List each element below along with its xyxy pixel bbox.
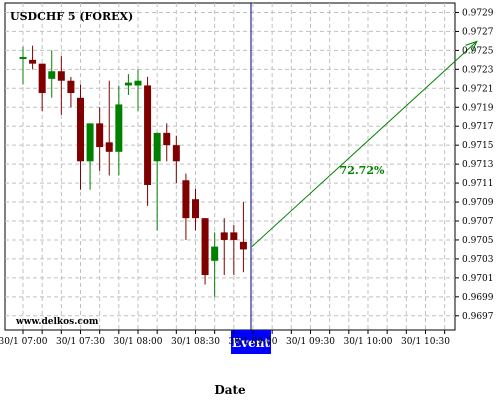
grid-lines bbox=[4, 2, 456, 331]
y-tick-label: 0.9697 bbox=[462, 312, 494, 322]
candle-body bbox=[115, 104, 123, 152]
candle-body bbox=[220, 232, 228, 240]
candle-body bbox=[124, 82, 132, 86]
candle-body bbox=[67, 80, 75, 94]
y-tick-label: 0.9705 bbox=[462, 236, 494, 246]
forecast-arrow: 72.72% bbox=[251, 40, 478, 247]
watermark: www.delkos.com bbox=[15, 317, 99, 327]
candles bbox=[19, 45, 247, 297]
candle-body bbox=[182, 180, 190, 219]
candle-body bbox=[163, 132, 171, 146]
x-tick-label: 30/1 08:00 bbox=[113, 337, 162, 347]
x-tick-label: 30/1 10:00 bbox=[343, 337, 392, 347]
y-tick-label: 0.9699 bbox=[462, 293, 494, 303]
y-tick-label: 0.9719 bbox=[462, 103, 494, 113]
x-tick-label: 30/1 07:30 bbox=[56, 337, 105, 347]
y-tick-label: 0.9717 bbox=[462, 122, 494, 132]
x-tick-label: 30/1 07:00 bbox=[0, 337, 48, 347]
candle-body bbox=[38, 63, 46, 94]
candle-body bbox=[29, 59, 37, 64]
candle-body bbox=[239, 241, 247, 250]
y-tick-label: 0.9723 bbox=[462, 65, 494, 75]
y-tick-label: 0.9713 bbox=[462, 160, 494, 170]
y-tick-label: 0.9701 bbox=[462, 274, 494, 284]
event-box bbox=[230, 330, 271, 354]
y-tick-label: 0.9729 bbox=[462, 8, 494, 18]
y-tick-label: 0.9711 bbox=[462, 179, 494, 189]
y-tick-label: 0.9703 bbox=[462, 255, 494, 265]
candle-body bbox=[19, 57, 27, 60]
candle-body bbox=[48, 71, 56, 79]
candle-body bbox=[57, 71, 65, 81]
y-tick-label: 0.9721 bbox=[462, 84, 494, 94]
candle-body bbox=[86, 123, 94, 162]
x-tick-label: 30/1 10:30 bbox=[401, 337, 450, 347]
candle-body bbox=[172, 145, 180, 162]
candle-body bbox=[96, 123, 104, 148]
candle-body bbox=[134, 80, 142, 86]
candle-body bbox=[76, 97, 84, 162]
candle-body bbox=[153, 132, 161, 162]
candle-body bbox=[211, 246, 219, 261]
forecast-label: 72.72% bbox=[340, 164, 385, 177]
y-tick-label: 0.9725 bbox=[462, 46, 494, 56]
x-tick-label: 30/1 09:00 bbox=[228, 337, 277, 347]
candle-body bbox=[144, 85, 152, 185]
candle-body bbox=[105, 142, 113, 152]
axes: 0.9697 0.9699 0.9701 0.9703 0.9705 0.9707 0.97… bbox=[0, 8, 494, 347]
plot-frame bbox=[4, 2, 456, 331]
forecast-line bbox=[251, 41, 478, 247]
candle-body bbox=[230, 232, 238, 240]
event-label: Event bbox=[232, 336, 270, 350]
y-tick-label: 0.9709 bbox=[462, 198, 494, 208]
y-tick-label: 0.9727 bbox=[462, 27, 494, 37]
candle-body bbox=[191, 199, 199, 219]
chart-title: USDCHF 5 (FOREX) bbox=[10, 10, 133, 23]
y-tick-label: 0.9715 bbox=[462, 141, 494, 151]
y-tick-label: 0.9707 bbox=[462, 217, 494, 227]
x-tick-label: 30/1 08:30 bbox=[171, 337, 220, 347]
x-tick-label: 30/1 09:30 bbox=[286, 337, 335, 347]
forecast-arrowhead bbox=[465, 40, 478, 53]
event-marker: Event bbox=[230, 3, 271, 354]
x-axis-label: Date bbox=[214, 383, 246, 397]
candle-body bbox=[201, 218, 209, 276]
